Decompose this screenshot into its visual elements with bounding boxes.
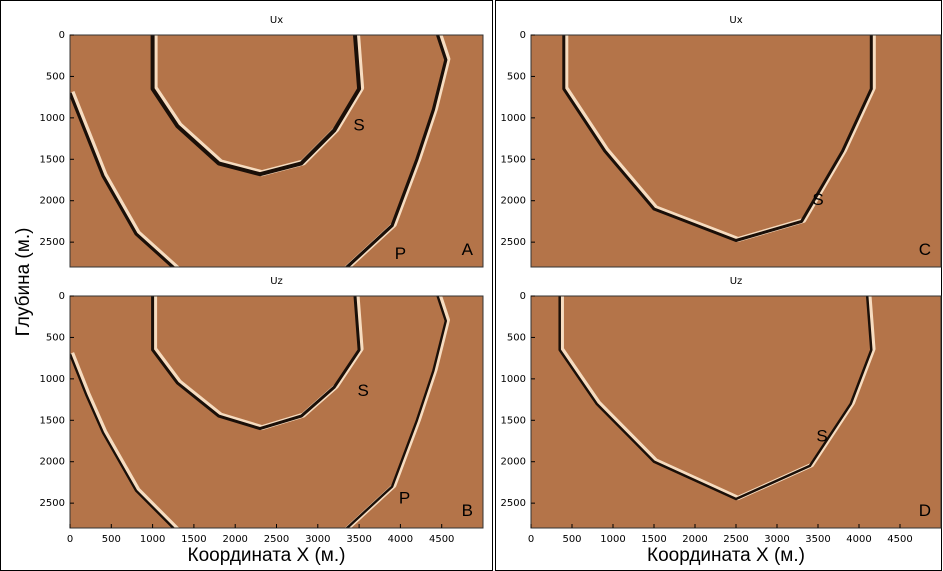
x-tick-label: 2000 bbox=[222, 534, 247, 545]
y-tick-label: 0 bbox=[520, 30, 526, 41]
x-tick-label: 1000 bbox=[140, 534, 165, 545]
wavefield bbox=[562, 35, 876, 242]
x-tick-label: 500 bbox=[102, 534, 121, 545]
y-tick-label: 2500 bbox=[501, 237, 526, 248]
x-tick-label: 4000 bbox=[846, 534, 871, 545]
y-tick-label: 0 bbox=[520, 291, 526, 302]
wavefield-background bbox=[531, 35, 941, 267]
y-tick-label: 1000 bbox=[501, 113, 526, 124]
plot-frame bbox=[530, 34, 942, 268]
y-tick-label: 500 bbox=[507, 71, 526, 82]
x-tick-label: 1500 bbox=[181, 534, 206, 545]
y-tick-label: 2500 bbox=[501, 498, 526, 509]
y-tick-label: 2000 bbox=[501, 457, 526, 468]
y-tick-label: 1000 bbox=[40, 374, 65, 385]
wavefront-light bbox=[70, 91, 180, 267]
wave-annotation: S bbox=[358, 381, 369, 400]
x-tick-label: 1000 bbox=[600, 534, 625, 545]
y-tick-label: 1500 bbox=[40, 154, 65, 165]
x-tick-label: 500 bbox=[562, 534, 581, 545]
y-tick-label: 500 bbox=[507, 332, 526, 343]
wavefront-dark bbox=[345, 296, 447, 528]
y-tick-label: 1500 bbox=[40, 415, 65, 426]
x-tick-label: 0 bbox=[67, 534, 73, 545]
y-axis-label: Глубина (м.) bbox=[13, 228, 34, 337]
wavefront-dark bbox=[344, 35, 448, 267]
panel-title: Uz bbox=[270, 276, 283, 287]
wavefield-background bbox=[531, 296, 941, 528]
x-tick-label: 3000 bbox=[305, 534, 330, 545]
x-tick-label: 3500 bbox=[346, 534, 371, 545]
panel-label: C bbox=[919, 240, 931, 259]
x-tick-label: 3000 bbox=[764, 534, 789, 545]
x-tick-label: 4000 bbox=[388, 534, 413, 545]
x-tick-label: 1500 bbox=[641, 534, 666, 545]
y-tick-label: 1000 bbox=[40, 113, 65, 124]
x-tick-label: 4500 bbox=[429, 534, 454, 545]
wavefront-dark bbox=[558, 296, 873, 501]
x-tick-label: 0 bbox=[528, 534, 534, 545]
wavefront-dark bbox=[150, 35, 362, 177]
wave-annotation: S bbox=[812, 190, 823, 209]
wave-annotation: P bbox=[395, 244, 406, 263]
wavefield-background bbox=[70, 35, 483, 267]
y-tick-label: 0 bbox=[59, 30, 65, 41]
x-tick-label: 2500 bbox=[723, 534, 748, 545]
wavefront-dark bbox=[70, 92, 176, 267]
y-tick-label: 2000 bbox=[40, 196, 65, 207]
x-tick-label: 3500 bbox=[805, 534, 830, 545]
y-tick-label: 2000 bbox=[40, 457, 65, 468]
wavefield bbox=[70, 296, 450, 528]
x-tick-label: 2500 bbox=[264, 534, 289, 545]
panel-label: D bbox=[919, 501, 931, 520]
plot-frame bbox=[69, 34, 484, 268]
wave-annotation: S bbox=[353, 116, 364, 135]
wavefront-dark bbox=[70, 353, 176, 528]
wavefront-light bbox=[70, 352, 180, 528]
panel-title: Ux bbox=[270, 15, 283, 26]
panel-title: Ux bbox=[729, 15, 742, 26]
wavefront-dark bbox=[151, 296, 361, 431]
y-tick-label: 0 bbox=[59, 291, 65, 302]
y-tick-label: 2000 bbox=[501, 196, 526, 207]
panel-label: B bbox=[462, 501, 473, 520]
y-tick-label: 1500 bbox=[501, 154, 526, 165]
y-tick-label: 1500 bbox=[501, 415, 526, 426]
wavefield bbox=[558, 296, 876, 501]
wavefield bbox=[70, 35, 451, 267]
x-axis-label: Координата X (м.) bbox=[188, 545, 346, 566]
wave-annotation: P bbox=[399, 488, 410, 507]
panel-title: Uz bbox=[730, 276, 743, 287]
wavefront-dark bbox=[562, 35, 873, 242]
x-tick-label: 2000 bbox=[682, 534, 707, 545]
y-tick-label: 1000 bbox=[501, 374, 526, 385]
y-tick-label: 2500 bbox=[40, 237, 65, 248]
wave-annotation: S bbox=[816, 426, 827, 445]
panel-label: A bbox=[462, 240, 474, 259]
y-tick-label: 500 bbox=[46, 332, 65, 343]
y-tick-label: 2500 bbox=[40, 498, 65, 509]
x-axis-label: Координата X (м.) bbox=[647, 545, 805, 566]
x-tick-label: 4500 bbox=[887, 534, 912, 545]
y-tick-label: 500 bbox=[46, 71, 65, 82]
